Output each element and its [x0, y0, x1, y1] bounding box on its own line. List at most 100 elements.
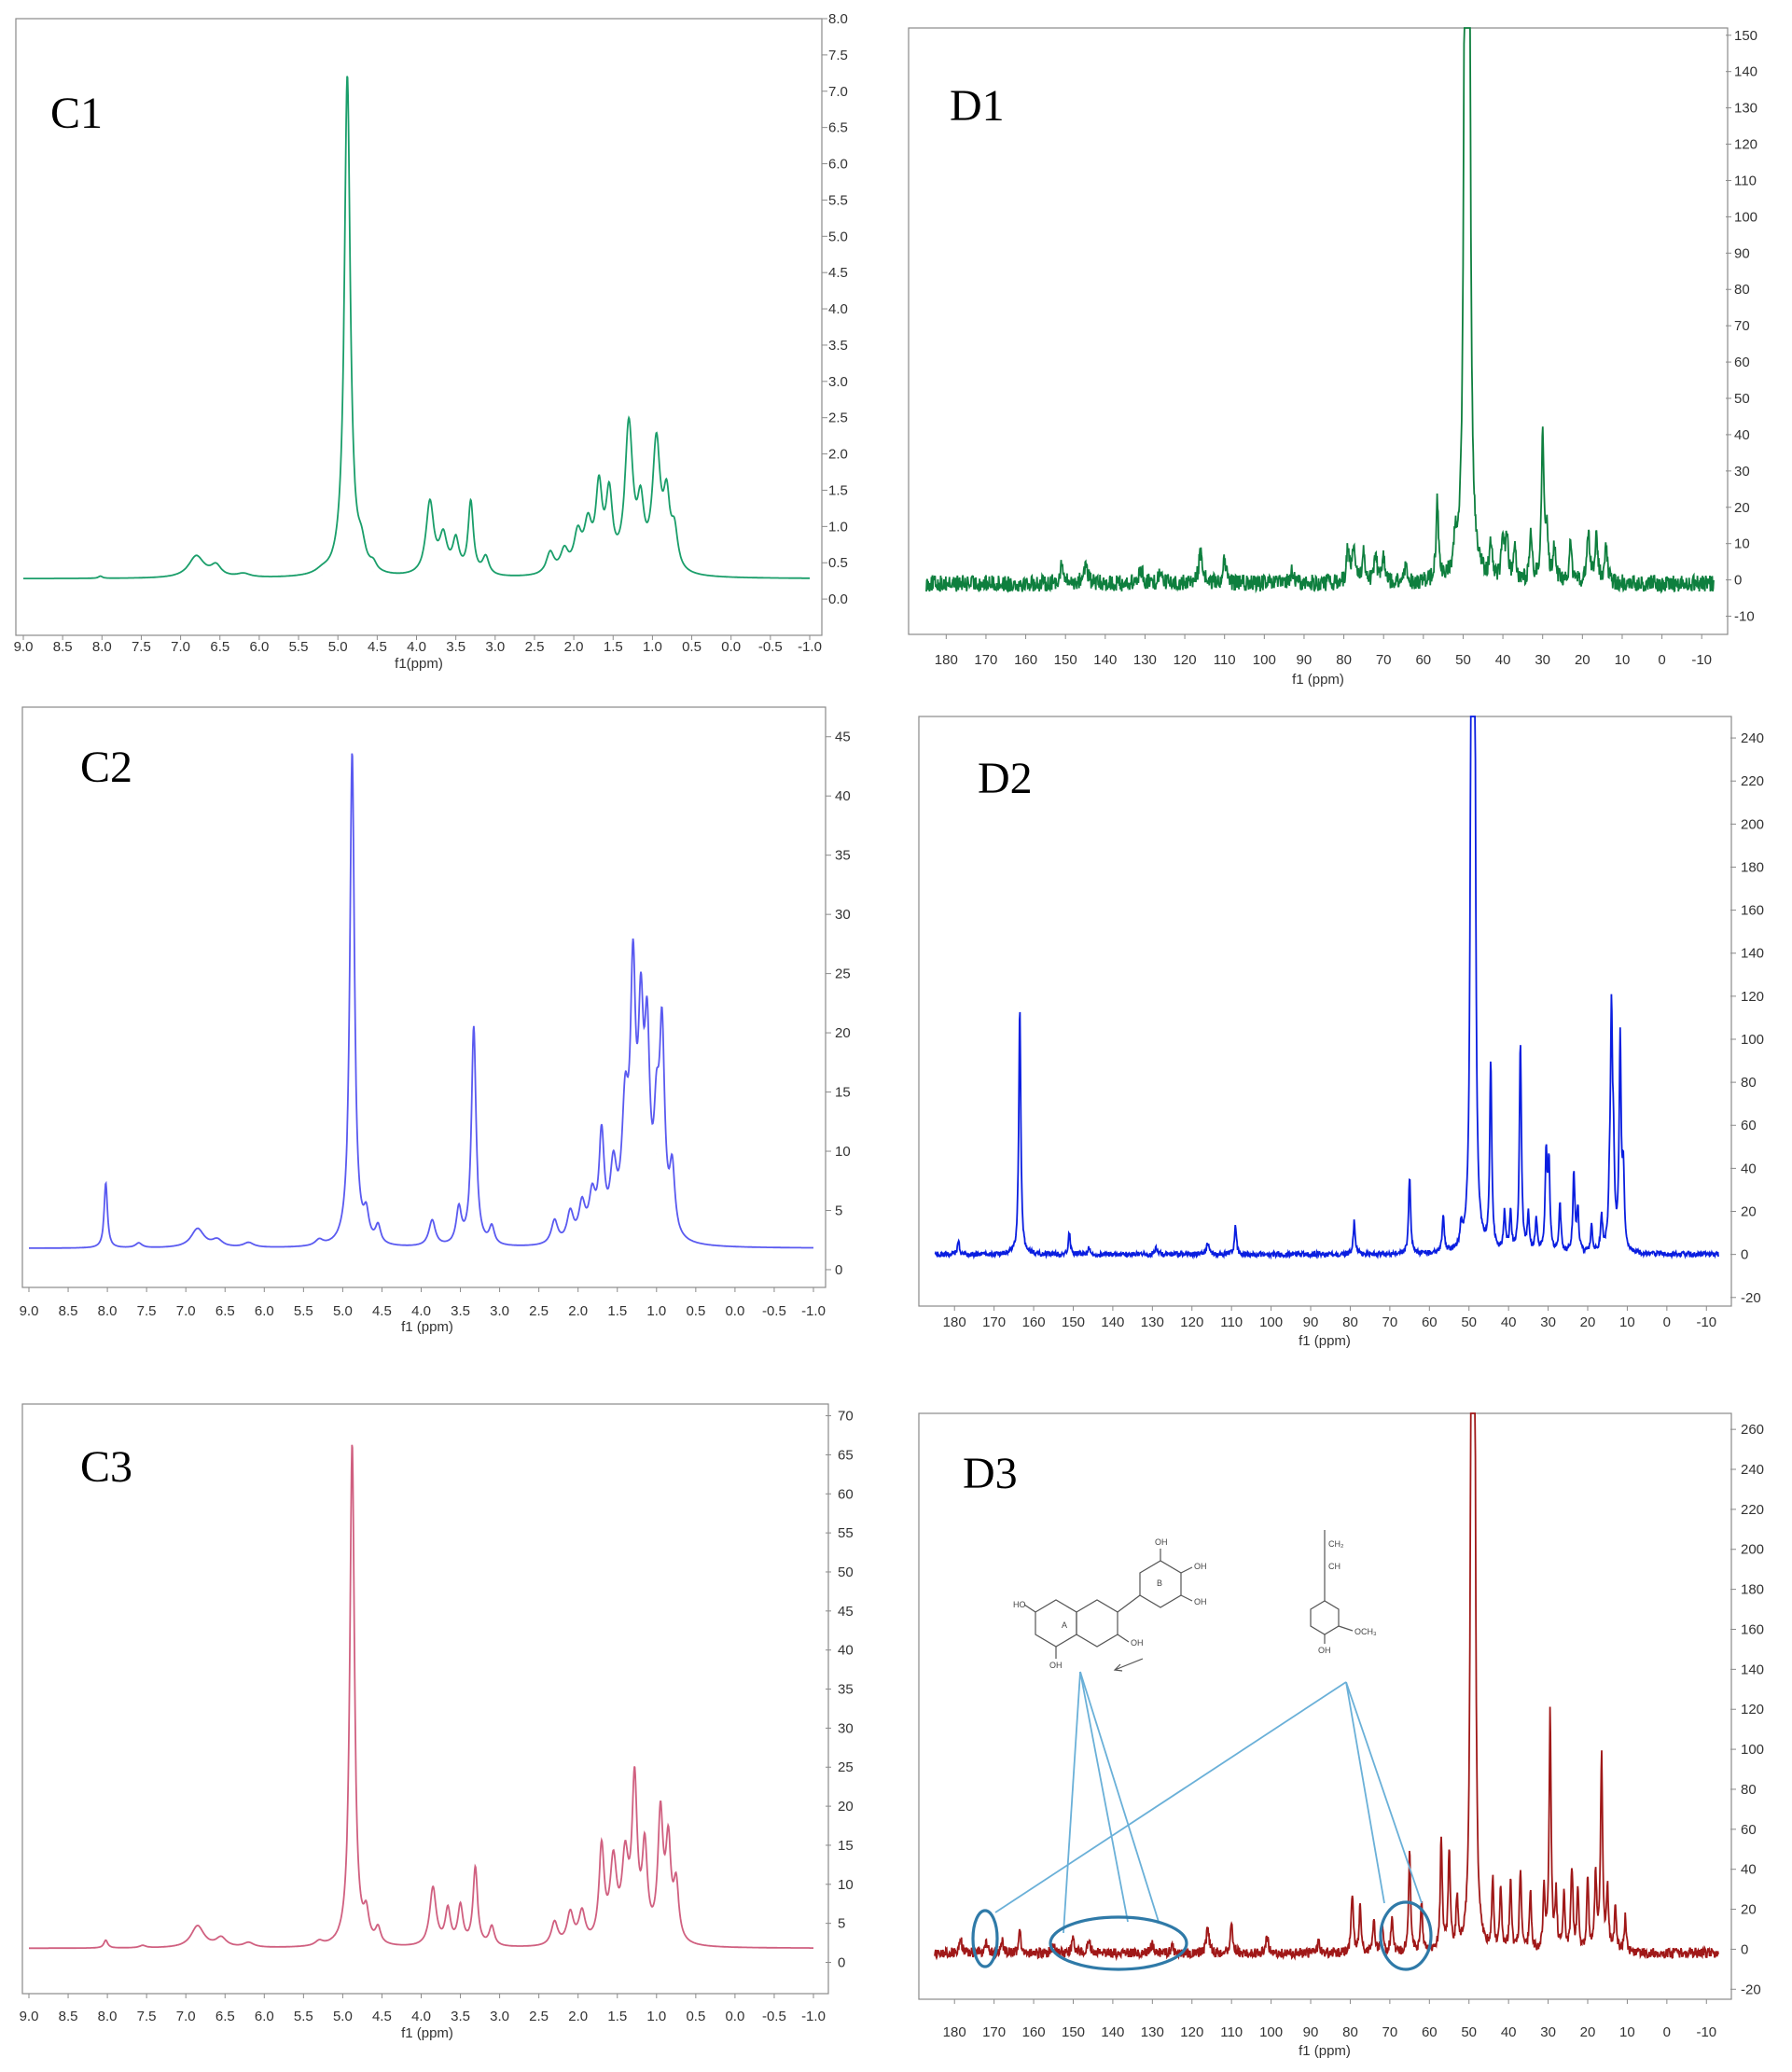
plot-area-C1: 9.0 8.5 8.0 7.5 7.0 6.5 6.0 5.5 5.0 4.5 4.0 3.5 3.0 2… — [14, 11, 848, 655]
y-tick-label-C3-7: 35 — [838, 1682, 854, 1698]
peak-marker-D3-34 — [1563, 1893, 1565, 1895]
peak-marker-D3-0 — [960, 1937, 962, 1939]
x-tick-label-D3-0: 180 — [943, 2024, 966, 2040]
peak-marker-C1-12 — [485, 560, 487, 562]
x-tick-label-C2-13: 2.5 — [529, 1303, 549, 1319]
x-tick-label-D3-2: 160 — [1022, 2024, 1046, 2040]
panel-label-D2: D2 — [978, 754, 1033, 803]
x-tick-label-D1-19: -10 — [1691, 652, 1712, 668]
x-tick-label-D1-10: 80 — [1336, 652, 1352, 668]
x-tick-label-D3-18: 0 — [1663, 2024, 1671, 2040]
x-tick-label-D3-10: 80 — [1342, 2024, 1358, 2040]
spectrum-trace-C1 — [23, 76, 810, 579]
peak-marker-D1-9 — [1363, 550, 1365, 552]
peak-marker-D2-2 — [1068, 1232, 1070, 1234]
x-axis-label-D3: f1 (ppm) — [1299, 2043, 1351, 2059]
peak-marker-D1-26 — [1570, 547, 1572, 549]
x-tick-label-C2-3: 7.5 — [137, 1303, 157, 1319]
peak-marker-D1-28 — [1596, 535, 1598, 537]
x-tick-label-C3-1: 8.5 — [59, 2009, 78, 2024]
oh-glyph-guaiacyl: OH — [1318, 1646, 1331, 1655]
peak-marker-C3-12 — [475, 1870, 477, 1871]
x-tick-label-D1-14: 40 — [1495, 652, 1511, 668]
y-tick-label-C3-5: 25 — [838, 1759, 854, 1775]
spectrum-trace-D1 — [925, 27, 1715, 594]
x-tick-label-C2-10: 4.0 — [411, 1303, 431, 1319]
ch2-glyph: CH₂ — [1328, 1539, 1344, 1549]
y-tick-label-D2-10: 180 — [1741, 860, 1764, 876]
x-tick-label-D2-15: 30 — [1540, 1314, 1556, 1330]
peak-marker-C3-9 — [432, 1889, 434, 1891]
position-arrow — [1114, 1658, 1144, 1671]
x-tick-label-D1-6: 120 — [1174, 652, 1197, 668]
x-tick-label-C1-10: 4.0 — [407, 639, 426, 655]
x-tick-label-C3-4: 7.0 — [176, 2009, 196, 2024]
peak-marker-C1-22 — [666, 513, 668, 515]
y-tick-label-D1-2: 10 — [1734, 536, 1750, 552]
peak-marker-D2-28 — [1611, 1032, 1613, 1034]
panel-D3: 180 170 160 150 140 130 120 110 100 90 80 70 60 50 40 3… — [918, 1412, 1764, 2059]
peak-marker-C3-23 — [668, 1854, 670, 1856]
peak-marker-C1-3 — [243, 575, 244, 577]
panel-label-C2: C2 — [80, 743, 132, 792]
y-tick-label-D1-12: 110 — [1734, 174, 1757, 189]
peak-marker-C3-4 — [248, 1943, 250, 1945]
peak-marker-D3-6 — [1089, 1939, 1090, 1940]
peak-marker-D1-3 — [1160, 568, 1162, 570]
peak-marker-C2-2 — [197, 1229, 199, 1231]
x-tick-label-C2-2: 8.0 — [98, 1303, 118, 1319]
y-tick-label-C2-1: 5 — [835, 1203, 842, 1219]
peak-marker-D2-16 — [1510, 1215, 1512, 1217]
peak-marker-C2-18 — [613, 1183, 615, 1185]
peak-marker-D3-13 — [1352, 1893, 1354, 1895]
peak-marker-D1-29 — [1605, 547, 1607, 549]
x-axis-label-C1: f1(ppm) — [395, 656, 443, 672]
peak-marker-D3-36 — [1577, 1893, 1579, 1895]
peak-marker-D3-33 — [1555, 1897, 1557, 1898]
y-tick-label-C3-10: 50 — [838, 1564, 854, 1580]
x-tick-label-D1-9: 90 — [1297, 652, 1313, 668]
peak-marker-C1-5 — [347, 77, 349, 79]
y-tick-label-C3-2: 10 — [838, 1877, 854, 1893]
x-tick-label-C2-5: 6.5 — [215, 1303, 235, 1319]
x-tick-label-C1-5: 6.5 — [210, 639, 229, 655]
x-tick-label-C2-12: 3.0 — [490, 1303, 509, 1319]
y-tick-label-C2-9: 45 — [835, 730, 851, 745]
peak-marker-D3-9 — [1207, 1926, 1209, 1928]
peak-marker-D1-8 — [1353, 547, 1354, 549]
y-tick-label-C2-2: 10 — [835, 1144, 851, 1160]
peak-marker-D3-8 — [1172, 1944, 1174, 1946]
x-tick-label-D3-17: 10 — [1619, 2024, 1635, 2040]
y-tick-label-C2-4: 20 — [835, 1025, 851, 1041]
peak-marker-D3-31 — [1544, 1893, 1546, 1895]
peak-marker-D3-17 — [1391, 1916, 1393, 1918]
peak-marker-D2-27 — [1609, 1211, 1611, 1213]
peak-marker-C1-18 — [608, 506, 610, 508]
peak-marker-D1-25 — [1554, 547, 1556, 549]
x-tick-label-D2-8: 100 — [1259, 1314, 1283, 1330]
x-tick-label-C1-2: 8.0 — [92, 639, 112, 655]
peak-marker-C1-7 — [372, 571, 374, 573]
peak-marker-C3-0 — [105, 1940, 107, 1941]
x-tick-label-C3-2: 8.0 — [98, 2009, 118, 2024]
x-tick-label-D3-8: 100 — [1259, 2024, 1283, 2040]
x-tick-label-D1-11: 70 — [1376, 652, 1392, 668]
x-tick-label-C1-7: 5.5 — [289, 639, 309, 655]
y-tick-label-C2-7: 35 — [835, 848, 851, 864]
peak-marker-D3-7 — [1152, 1942, 1154, 1944]
peak-marker-C2-14 — [570, 1218, 572, 1220]
x-tick-label-D2-18: 0 — [1663, 1314, 1671, 1330]
peak-marker-C2-3 — [216, 1241, 218, 1243]
y-tick-label-D3-13: 240 — [1741, 1462, 1764, 1478]
peak-marker-C1-13 — [549, 556, 551, 558]
x-tick-label-C2-9: 4.5 — [372, 1303, 392, 1319]
peak-marker-D3-37 — [1587, 1881, 1589, 1883]
x-tick-label-C3-9: 4.5 — [372, 2009, 392, 2024]
y-tick-label-D3-12: 220 — [1741, 1502, 1764, 1518]
y-tick-label-D3-11: 200 — [1741, 1542, 1764, 1558]
plot-frame-D1 — [908, 27, 1729, 635]
y-tick-label-D3-6: 100 — [1741, 1742, 1764, 1758]
y-tick-label-C3-4: 20 — [838, 1799, 854, 1815]
x-tick-label-D3-4: 140 — [1101, 2024, 1124, 2040]
plot-frame-C2 — [21, 706, 827, 1288]
